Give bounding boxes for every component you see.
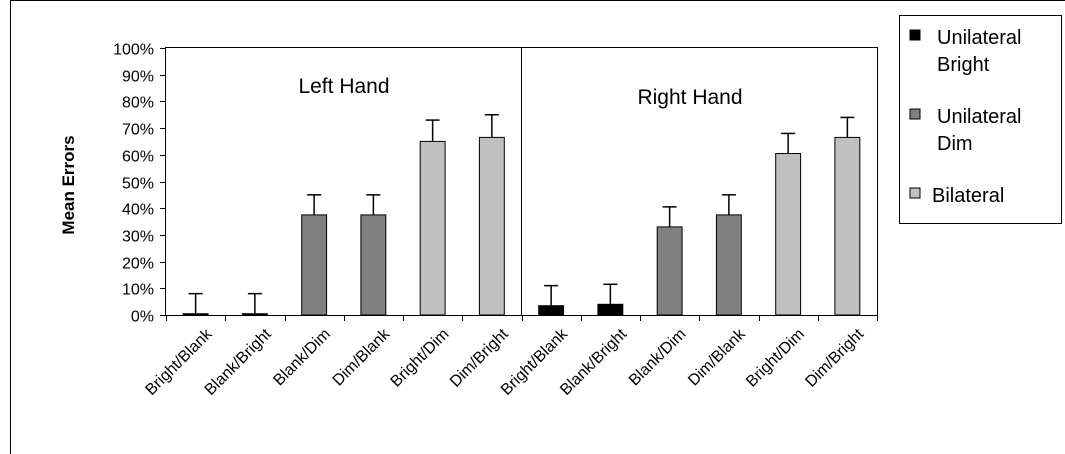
bar (241, 313, 268, 316)
bar (538, 305, 565, 316)
legend-swatch (909, 108, 921, 120)
bar (478, 136, 505, 316)
bar (715, 214, 742, 316)
bars (182, 114, 861, 316)
panel-title-left: Left Hand (298, 75, 389, 98)
bar (597, 303, 624, 316)
y-tick-label: 70% (122, 122, 154, 139)
y-tick-label: 30% (122, 229, 154, 246)
bar (775, 153, 802, 316)
bar (360, 214, 387, 316)
legend-label: Unilateral (937, 106, 1021, 128)
bar (182, 313, 209, 316)
y-tick-label: 20% (122, 256, 154, 273)
y-tick-label: 90% (122, 69, 154, 86)
chart-area-border (10, 0, 1065, 454)
legend-swatch (909, 29, 921, 41)
y-tick-label: 50% (122, 176, 154, 193)
y-tick-label: 100% (113, 42, 154, 59)
legend: Unilateral Bright Unilateral Dim Bilateral (899, 15, 1062, 224)
legend-frame (899, 15, 1062, 224)
legend-label: Unilateral (937, 27, 1021, 49)
bar (656, 226, 683, 316)
legend-label: Dim (937, 133, 973, 155)
plot-area (165, 47, 878, 316)
bar (834, 136, 861, 316)
y-tick-label: 40% (122, 202, 154, 219)
y-tick-label: 80% (122, 95, 154, 112)
legend-swatch (909, 187, 921, 199)
bar (301, 214, 328, 316)
bar (419, 140, 446, 316)
legend-label: Bright (937, 54, 990, 76)
panel-title-right: Right Hand (637, 86, 742, 109)
y-axis-label: Mean Errors (59, 135, 78, 234)
legend-label: Bilateral (932, 185, 1004, 207)
y-tick-label: 10% (122, 282, 154, 299)
y-tick-label: 60% (122, 149, 154, 166)
y-tick-label: 0% (131, 309, 154, 326)
y-axis: 0% 10% 20% 30% 40% 50% 60% 70% 80% 90% 100% (113, 42, 166, 326)
